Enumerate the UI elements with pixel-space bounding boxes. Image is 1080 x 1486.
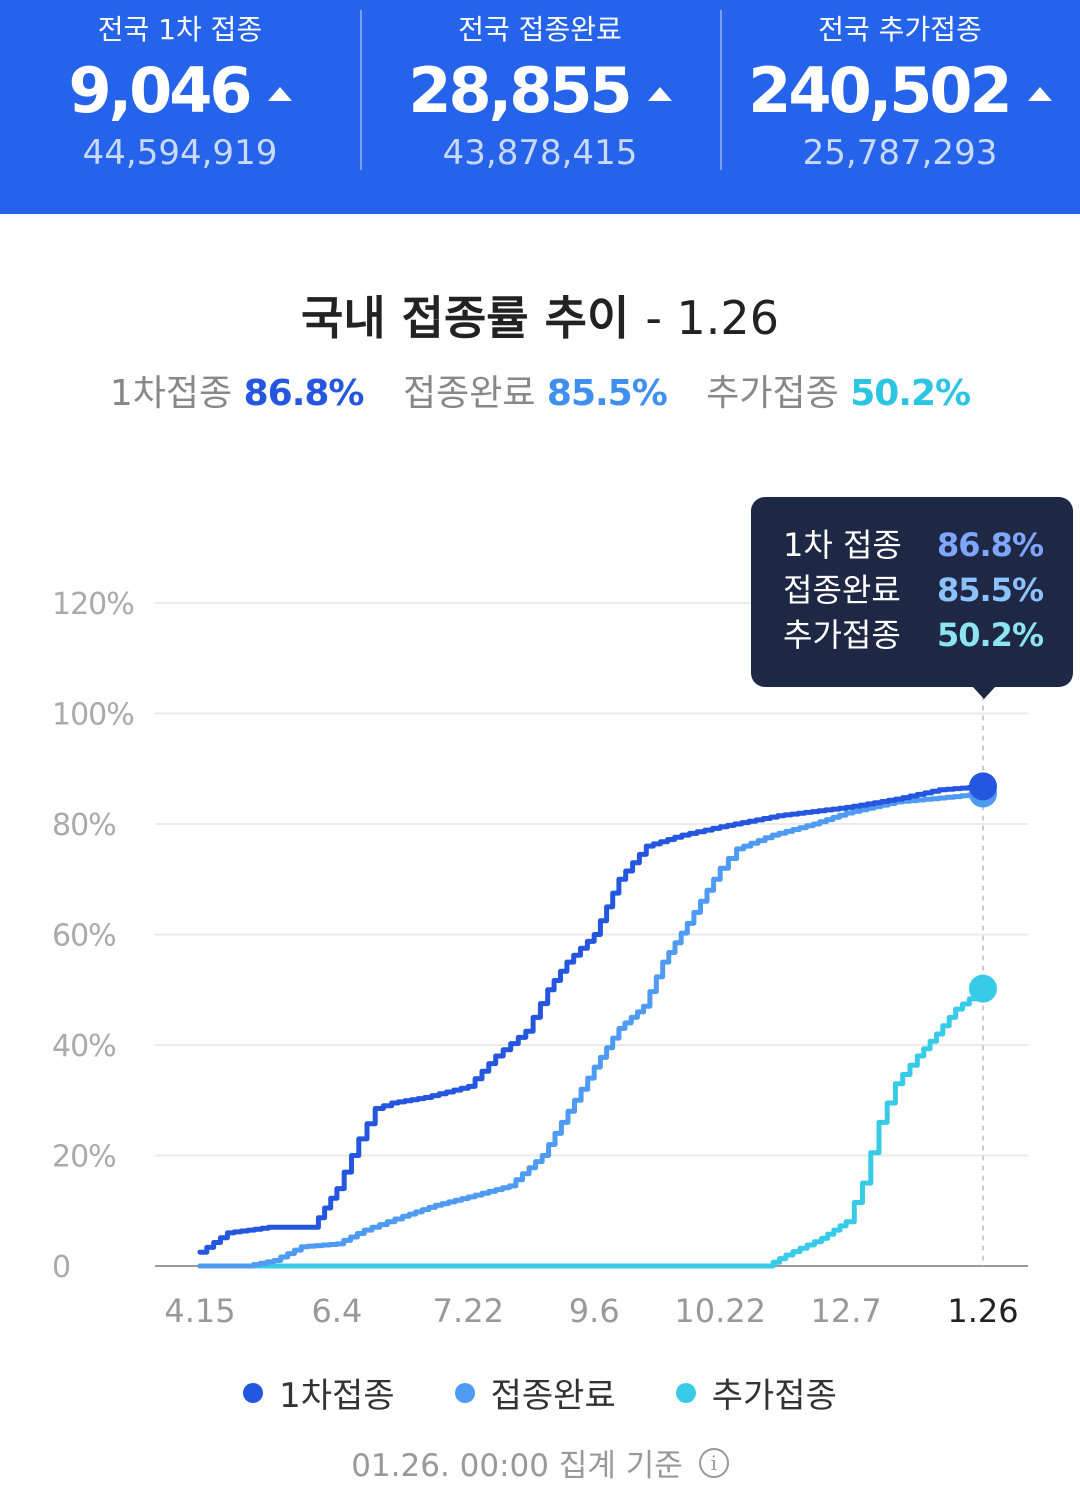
rate-label: 접종완료 (402, 373, 536, 414)
stat-label: 전국 1차 접종 (97, 13, 263, 46)
stat-first-dose: 전국 1차 접종 9,046 44,594,919 (0, 0, 360, 214)
series-line (197, 783, 986, 1255)
x-tick-label: 4.15 (164, 1292, 235, 1330)
legend-label: 1차접종 (279, 1376, 395, 1416)
rate-first: 1차접종 86.8% (110, 373, 375, 414)
chart-tooltip: 1차 접종 86.8% 접종완료 85.5% 추가접종 50.2% (751, 497, 1073, 699)
rate-label: 추가접종 (706, 373, 839, 414)
series-line (197, 791, 986, 1269)
chart-title-date: - 1.26 (645, 291, 779, 345)
legend-item-first[interactable]: 1차접종 (243, 1368, 395, 1417)
tooltip-value: 85.5% (936, 571, 1044, 609)
stat-total-value: 43,878,415 (442, 133, 638, 173)
stat-fully-vaccinated: 전국 접종완료 28,855 43,878,415 (360, 0, 720, 214)
legend-item-complete[interactable]: 접종완료 (454, 1368, 616, 1417)
y-tick-label: 120% (52, 587, 134, 622)
y-tick-label: 60% (52, 919, 116, 954)
x-tick-label: 12.7 (810, 1292, 881, 1330)
series-end-point (969, 974, 997, 1003)
x-tick-label: 7.22 (433, 1292, 504, 1330)
stat-total-value: 25,787,293 (802, 133, 998, 173)
y-tick-label: 80% (52, 808, 116, 843)
tooltip-row: 추가접종 50.2% (783, 613, 1044, 658)
vaccination-rate-chart[interactable]: 0 20% 40% 60% 80% 100% 120% 4.15 6.4 7.22 9.6 10.22… (0, 480, 1080, 1350)
y-tick-label: 100% (52, 698, 134, 733)
stat-daily-value: 240,502 (748, 54, 1012, 127)
tooltip-row: 1차 접종 86.8% (783, 523, 1044, 568)
rate-value: 50.2% (850, 373, 971, 414)
x-tick-label: 6.4 (311, 1292, 362, 1330)
stat-daily-value: 28,855 (408, 54, 632, 127)
rate-value: 86.8% (243, 373, 365, 414)
tooltip-label: 1차 접종 (783, 526, 902, 564)
rate-booster: 추가접종 50.2% (706, 373, 971, 414)
up-arrow-icon (1027, 86, 1052, 101)
tooltip-value: 50.2% (936, 616, 1044, 654)
legend-dot-icon (243, 1382, 264, 1403)
tooltip-row: 접종완료 85.5% (783, 568, 1044, 613)
legend-item-booster[interactable]: 추가접종 (675, 1368, 837, 1417)
chart-title-text: 국내 접종률 추이 (301, 291, 630, 345)
stat-daily-value: 9,046 (68, 54, 252, 127)
tooltip-label: 추가접종 (783, 616, 901, 654)
legend-label: 접종완료 (490, 1376, 616, 1416)
vaccination-summary-band: 전국 1차 접종 9,046 44,594,919 전국 접종완료 28,855… (0, 0, 1080, 214)
x-tick-label: 10.22 (674, 1292, 766, 1330)
stat-label: 전국 접종완료 (458, 13, 622, 46)
y-tick-label: 0 (52, 1250, 70, 1285)
stat-total-value: 44,594,919 (82, 133, 278, 173)
series-end-point (969, 772, 997, 801)
legend-dot-icon (675, 1382, 696, 1403)
stat-booster: 전국 추가접종 240,502 25,787,293 (720, 0, 1080, 214)
x-tick-label: 1.26 (947, 1292, 1018, 1330)
legend-dot-icon (454, 1382, 475, 1403)
stat-label: 전국 추가접종 (818, 13, 982, 46)
legend-label: 추가접종 (711, 1376, 837, 1416)
chart-legend: 1차접종 접종완료 추가접종 (0, 1368, 1080, 1417)
y-tick-label: 20% (52, 1140, 116, 1175)
x-tick-label: 9.6 (569, 1292, 620, 1330)
tooltip-value: 86.8% (936, 526, 1044, 564)
tooltip-label: 접종완료 (783, 571, 901, 609)
rate-value: 85.5% (546, 373, 668, 414)
rate-label: 1차접종 (109, 373, 233, 414)
footnote-text: 01.26. 00:00 집계 기준 (351, 1448, 683, 1484)
data-basis-note: 01.26. 00:00 집계 기준 i (0, 1440, 1080, 1485)
series-line (197, 986, 986, 1269)
y-tick-label: 40% (52, 1029, 116, 1064)
rate-complete: 접종완료 85.5% (403, 373, 678, 414)
up-arrow-icon (647, 86, 672, 101)
rate-summary: 1차접종 86.8% 접종완료 85.5% 추가접종 50.2% (0, 364, 1080, 416)
info-icon[interactable]: i (698, 1447, 729, 1478)
up-arrow-icon (267, 86, 292, 101)
chart-title: 국내 접종률 추이 - 1.26 (0, 282, 1080, 348)
